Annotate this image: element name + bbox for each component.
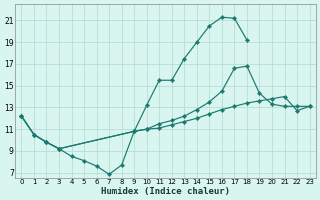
X-axis label: Humidex (Indice chaleur): Humidex (Indice chaleur) [101,187,230,196]
